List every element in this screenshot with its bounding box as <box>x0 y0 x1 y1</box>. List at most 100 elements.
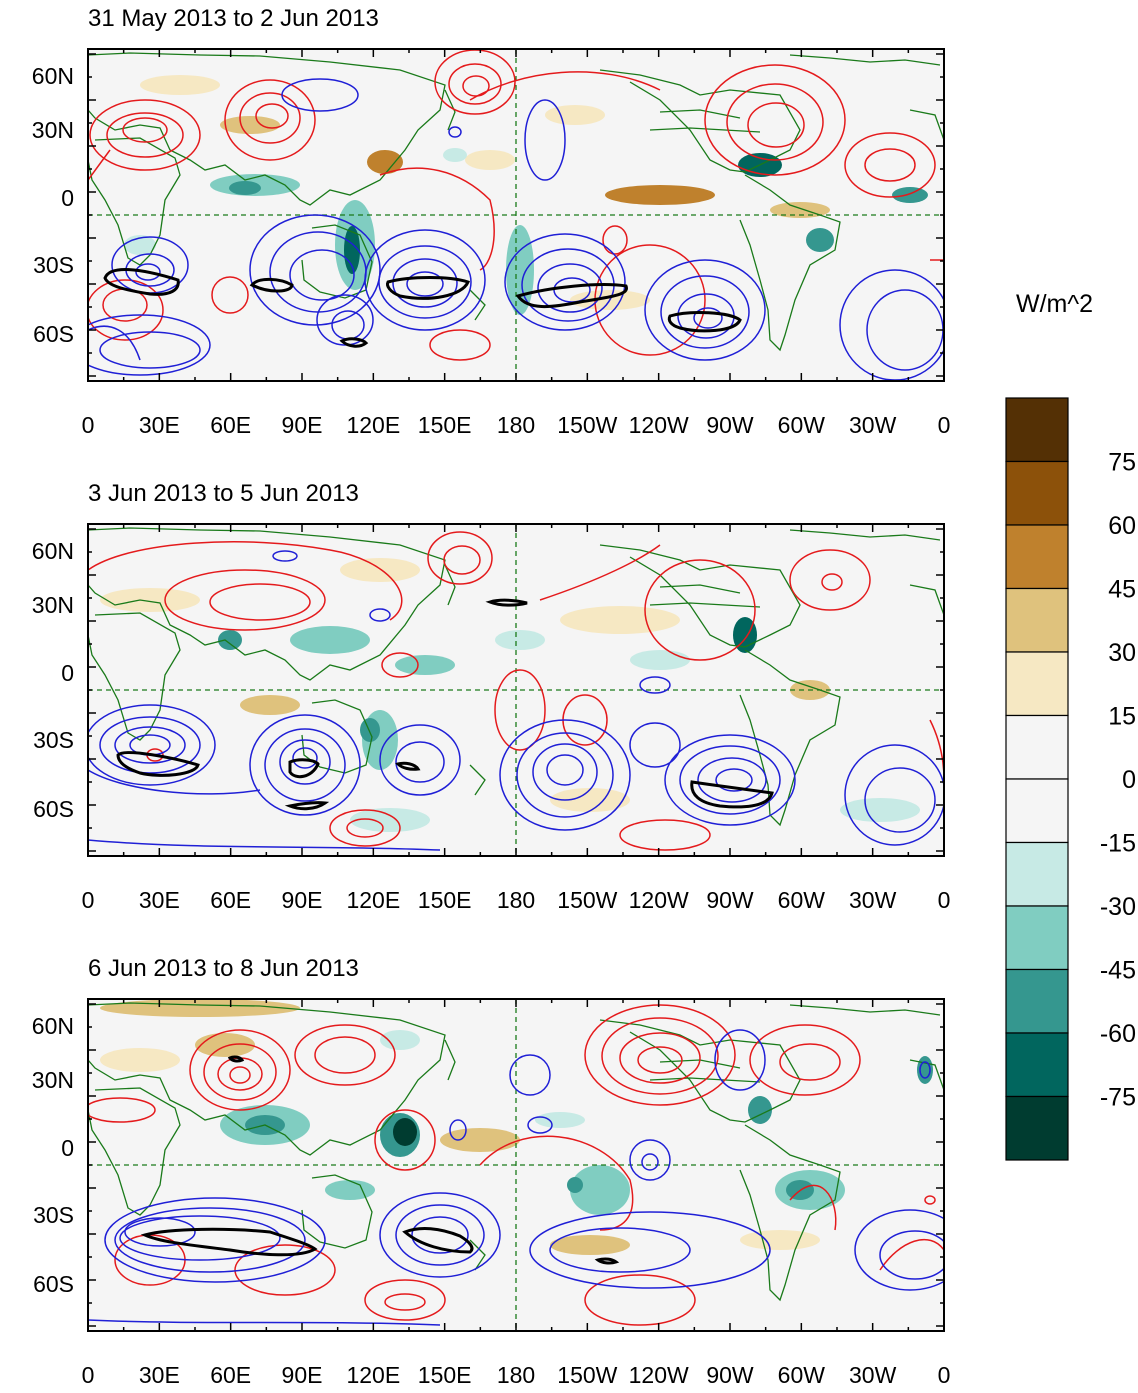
lon-tick-label: 90E <box>282 1362 323 1388</box>
lon-tick-label: 90E <box>282 887 323 913</box>
colorbar-swatch <box>1005 1095 1069 1161</box>
lon-tick-label: 30W <box>849 1362 897 1388</box>
lon-tick-label: 90E <box>282 412 323 438</box>
colorbar-label: -15 <box>1100 830 1136 858</box>
colorbar-swatches <box>1005 397 1069 1161</box>
lon-tick-label: 150W <box>557 1362 617 1388</box>
lon-tick-label: 120E <box>346 412 400 438</box>
colorbar-swatch <box>1005 397 1069 463</box>
lat-tick-label: 0 <box>61 185 74 211</box>
panel-3-significance-contours <box>140 1055 620 1265</box>
lon-tick-label: 60W <box>778 887 826 913</box>
lat-tick-label: 60N <box>32 1013 74 1039</box>
lon-tick-label: 120E <box>346 1362 400 1388</box>
colorbar-swatch <box>1005 651 1069 717</box>
lon-tick-label: 0 <box>82 1362 95 1388</box>
lon-tick-label: 30E <box>139 412 180 438</box>
panel-3-coastlines <box>88 1002 944 1302</box>
lon-tick-label: 120W <box>629 1362 689 1388</box>
lat-tick-label: 30N <box>32 592 74 618</box>
panel-2-coastlines <box>88 527 944 827</box>
lon-tick-label: 90W <box>706 887 754 913</box>
lon-tick-label: 0 <box>938 1362 951 1388</box>
lat-tick-label: 0 <box>61 1135 74 1161</box>
colorbar-swatch <box>1005 460 1069 526</box>
lon-tick-label: 0 <box>82 887 95 913</box>
panel-1-field <box>88 49 944 381</box>
colorbar-label: -45 <box>1100 957 1136 985</box>
lat-tick-label: 30N <box>32 117 74 143</box>
panel-2-negative-contours <box>88 550 944 851</box>
lon-tick-label: 60W <box>778 1362 826 1388</box>
map-panel-1: 31 May 2013 to 2 Jun 2013 <box>32 5 951 438</box>
panel-1-coastlines <box>88 52 944 352</box>
lon-tick-label: 120W <box>629 412 689 438</box>
panel-3-negative-contours <box>88 1029 944 1326</box>
lon-tick-label: 180 <box>497 887 535 913</box>
panel-2-shading <box>100 558 920 832</box>
lat-tick-label: 60S <box>33 1271 74 1297</box>
lon-tick-label: 0 <box>82 412 95 438</box>
panel-1-lat-ticks: 60N 30N 0 30S 60S <box>32 53 944 377</box>
lat-tick-label: 30S <box>33 727 74 753</box>
lon-tick-label: 150E <box>418 1362 472 1388</box>
lon-tick-label: 150E <box>418 412 472 438</box>
lon-tick-label: 60E <box>210 887 251 913</box>
colorbar-swatch <box>1005 968 1069 1034</box>
colorbar-label: 60 <box>1108 512 1136 540</box>
lat-tick-label: 60N <box>32 538 74 564</box>
panel-1-positive-contours <box>88 49 944 361</box>
lon-tick-label: 30E <box>139 1362 180 1388</box>
panel-3-lat-ticks: 60N 30N 0 30S 60S <box>32 1003 944 1327</box>
colorbar-unit: W/m^2 <box>1016 290 1093 318</box>
colorbar-swatch <box>1005 905 1069 971</box>
map-panel-3: 6 Jun 2013 to 8 Jun 2013 <box>32 955 951 1388</box>
colorbar-swatch <box>1005 778 1069 844</box>
map-panel-2: 3 Jun 2013 to 5 Jun 2013 <box>32 480 951 913</box>
panel-3-lon-ticks: 0 30E 60E 90E 120E 150E 180 150W 120W 90W 60W 30W 0 <box>82 999 951 1388</box>
colorbar-label: 30 <box>1108 639 1136 667</box>
colorbar-swatch <box>1005 714 1069 780</box>
lon-tick-label: 60E <box>210 1362 251 1388</box>
lat-tick-label: 30S <box>33 252 74 278</box>
panel-2-lat-ticks: 60N 30N 0 30S 60S <box>32 528 944 852</box>
panel-3-title: 6 Jun 2013 to 8 Jun 2013 <box>88 955 359 982</box>
panel-1-lon-ticks: 0 30E 60E 90E 120E 150E 180 150W 120W 90W 60W 30W 0 <box>82 49 951 438</box>
colorbar-label: 75 <box>1108 449 1136 477</box>
lon-tick-label: 30E <box>139 887 180 913</box>
colorbar-swatch <box>1005 1032 1069 1098</box>
panel-2-field <box>88 524 944 856</box>
colorbar-swatch <box>1005 524 1069 590</box>
lon-tick-label: 120W <box>629 887 689 913</box>
panel-2-title: 3 Jun 2013 to 5 Jun 2013 <box>88 480 359 507</box>
lon-tick-label: 180 <box>497 1362 535 1388</box>
lat-tick-label: 30S <box>33 1202 74 1228</box>
colorbar-label: 0 <box>1122 766 1136 794</box>
panel-3-field <box>88 999 944 1331</box>
lat-tick-label: 0 <box>61 660 74 686</box>
panel-1-title: 31 May 2013 to 2 Jun 2013 <box>88 5 379 32</box>
lon-tick-label: 30W <box>849 412 897 438</box>
lon-tick-label: 180 <box>497 412 535 438</box>
lon-tick-label: 120E <box>346 887 400 913</box>
colorbar-labels: 75 60 45 30 15 0 -15 -30 -45 -60 -75 <box>1100 449 1136 1112</box>
lat-tick-label: 60S <box>33 321 74 347</box>
lat-tick-label: 60N <box>32 63 74 89</box>
lon-tick-label: 0 <box>938 412 951 438</box>
lon-tick-label: 150E <box>418 887 472 913</box>
lon-tick-label: 90W <box>706 412 754 438</box>
lat-tick-label: 60S <box>33 796 74 822</box>
lon-tick-label: 0 <box>938 887 951 913</box>
colorbar-swatch <box>1005 841 1069 907</box>
colorbar-label: -60 <box>1100 1020 1136 1048</box>
colorbar-label: 45 <box>1108 576 1136 604</box>
lon-tick-label: 60E <box>210 412 251 438</box>
lon-tick-label: 30W <box>849 887 897 913</box>
colorbar-label: -75 <box>1100 1084 1136 1112</box>
panel-2-lon-ticks: 0 30E 60E 90E 120E 150E 180 150W 120W 90W 60W 30W 0 <box>82 524 951 913</box>
lat-tick-label: 30N <box>32 1067 74 1093</box>
lon-tick-label: 90W <box>706 1362 754 1388</box>
colorbar-swatch <box>1005 587 1069 653</box>
colorbar-label: 15 <box>1108 703 1136 731</box>
